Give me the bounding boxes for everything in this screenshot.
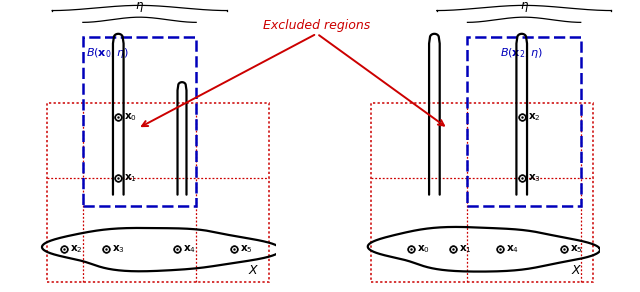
Text: $X$: $X$ (572, 264, 582, 277)
Text: $3\eta/2$: $3\eta/2$ (511, 0, 538, 2)
Text: $\mathbf{x}_4$: $\mathbf{x}_4$ (506, 243, 520, 255)
Bar (83, 36, 196, 206)
Text: $\mathbf{x}_3$: $\mathbf{x}_3$ (527, 172, 541, 184)
Text: $B(\mathbf{x}_0;\eta)$: $B(\mathbf{x}_0;\eta)$ (86, 46, 129, 60)
Text: $\mathbf{x}_5$: $\mathbf{x}_5$ (570, 243, 583, 255)
Text: $\mathbf{x}_3$: $\mathbf{x}_3$ (113, 243, 125, 255)
Text: $\mathbf{x}_2$: $\mathbf{x}_2$ (70, 243, 83, 255)
Bar (467, 36, 580, 206)
Text: $B(\mathbf{x}_2;\eta)$: $B(\mathbf{x}_2;\eta)$ (500, 46, 543, 60)
Text: $\mathbf{x}_4$: $\mathbf{x}_4$ (183, 243, 196, 255)
Text: Excluded regions: Excluded regions (263, 19, 371, 32)
Text: $\eta$: $\eta$ (520, 0, 529, 14)
Text: $\eta$: $\eta$ (135, 0, 144, 14)
Text: $\mathbf{x}_2$: $\mathbf{x}_2$ (527, 111, 540, 123)
Text: $\mathbf{x}_0$: $\mathbf{x}_0$ (124, 111, 137, 123)
Text: $\mathbf{x}_0$: $\mathbf{x}_0$ (417, 243, 429, 255)
Text: $3\eta/2$: $3\eta/2$ (126, 0, 153, 2)
Bar (47, 102, 269, 282)
Text: $\mathbf{x}_1$: $\mathbf{x}_1$ (124, 172, 137, 184)
Bar (371, 102, 593, 282)
Text: $\mathbf{x}_5$: $\mathbf{x}_5$ (240, 243, 253, 255)
Text: $X$: $X$ (248, 264, 259, 277)
Text: $\mathbf{x}_1$: $\mathbf{x}_1$ (459, 243, 472, 255)
